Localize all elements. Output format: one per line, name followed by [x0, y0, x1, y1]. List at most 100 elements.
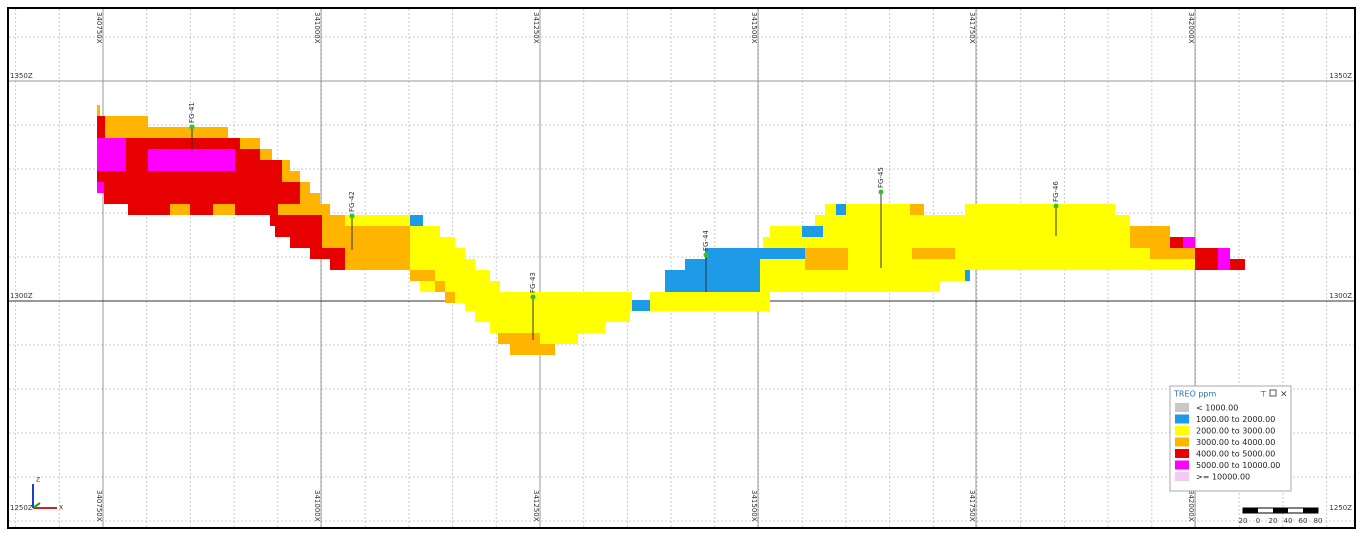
- grade-block: [965, 270, 970, 281]
- grade-block: [322, 237, 410, 248]
- grade-block: [97, 160, 126, 171]
- x-label: 342000X: [1187, 12, 1195, 44]
- legend-label: 2000.00 to 3000.00: [1196, 427, 1275, 436]
- grade-block: [270, 215, 322, 226]
- drillhole-label: FG-41: [188, 102, 196, 123]
- legend-title: TREO ppm: [1173, 390, 1216, 399]
- grade-block: [836, 204, 846, 215]
- grade-block: [278, 204, 330, 215]
- scale-label: 20: [1239, 517, 1248, 525]
- grade-block: [846, 204, 910, 215]
- grade-block: [282, 171, 300, 182]
- grade-block: [1195, 259, 1218, 270]
- z-label: 1300Z: [1329, 292, 1352, 300]
- grade-block: [435, 281, 445, 292]
- grade-block: [1230, 259, 1245, 270]
- triad-x-label: X: [59, 505, 63, 512]
- grade-block: [848, 248, 912, 259]
- grade-block: [1170, 237, 1183, 248]
- grade-block: [105, 127, 228, 138]
- drillholes: FG-41 FG-42 FG-43 FG-44 FG-45 FG-46: [188, 102, 1060, 340]
- block-model: [97, 105, 1245, 355]
- grade-block: [128, 204, 170, 215]
- close-button[interactable]: ×: [1280, 390, 1288, 400]
- grade-block: [435, 270, 490, 281]
- scale-segment: [1273, 508, 1288, 513]
- grade-block: [763, 237, 1130, 248]
- grade-block: [322, 215, 345, 226]
- legend-swatch: [1175, 403, 1189, 412]
- grade-block: [1130, 226, 1170, 237]
- grade-block: [705, 248, 805, 259]
- scale-label: 80: [1314, 517, 1323, 525]
- z-label: 1250Z: [1329, 504, 1352, 512]
- legend-label: >= 10000.00: [1196, 473, 1250, 482]
- axis-triad: Z X: [32, 477, 63, 512]
- legend-label: < 1000.00: [1196, 404, 1238, 413]
- grade-block: [760, 281, 940, 292]
- z-label: 1350Z: [1329, 72, 1352, 80]
- drillhole-collar: [878, 189, 884, 195]
- grade-block: [665, 270, 760, 281]
- grade-block: [213, 204, 235, 215]
- legend-label: 1000.00 to 2000.00: [1196, 415, 1275, 424]
- grade-block: [126, 160, 148, 171]
- grade-block: [190, 204, 213, 215]
- grade-block: [300, 182, 310, 193]
- grade-block: [330, 259, 345, 270]
- grade-block: [148, 149, 235, 160]
- grade-block: [97, 116, 105, 127]
- grade-block: [345, 259, 410, 270]
- grade-block: [410, 259, 475, 270]
- grade-block: [240, 138, 260, 149]
- scale-bar: 20 0 20 40 60 80: [1239, 507, 1323, 525]
- grade-block: [235, 149, 260, 160]
- drillhole-collar: [703, 252, 709, 258]
- maximize-button[interactable]: [1269, 389, 1277, 397]
- pin-button[interactable]: ⊤: [1260, 390, 1267, 399]
- scale-segment: [1243, 508, 1258, 513]
- grade-block: [665, 281, 760, 292]
- grade-block: [848, 259, 1195, 270]
- grade-block: [760, 270, 965, 281]
- grade-block: [632, 300, 650, 311]
- grade-block: [475, 311, 630, 322]
- grade-block: [410, 248, 465, 259]
- scale-label: 60: [1299, 517, 1308, 525]
- legend-swatch: [1175, 437, 1189, 447]
- grade-block: [410, 237, 455, 248]
- grade-block: [1150, 248, 1195, 259]
- x-label: 341250X: [532, 490, 540, 522]
- grade-block: [420, 281, 435, 292]
- z-label: 1250Z: [10, 504, 33, 512]
- grade-block: [310, 248, 345, 259]
- drillhole-label: FG-42: [348, 191, 356, 212]
- drillhole-label: FG-44: [702, 230, 710, 251]
- drillhole-collar: [189, 124, 195, 130]
- grade-block: [805, 248, 848, 259]
- legend-label: 3000.00 to 4000.00: [1196, 438, 1275, 447]
- grade-block: [410, 215, 423, 226]
- grade-block: [97, 182, 104, 193]
- grade-block: [1130, 237, 1170, 248]
- grade-block: [445, 292, 455, 303]
- grade-block: [126, 138, 240, 149]
- grade-block: [410, 270, 435, 281]
- grade-block: [290, 237, 322, 248]
- drillhole-collar: [530, 294, 536, 300]
- grade-block: [815, 215, 1130, 226]
- grade-block: [805, 259, 848, 270]
- grade-block: [825, 204, 836, 215]
- grade-block: [760, 259, 805, 270]
- x-label: 341750X: [968, 490, 976, 522]
- legend-box: [1169, 385, 1292, 492]
- grade-block: [445, 281, 500, 292]
- grade-block: [965, 204, 1115, 215]
- grade-block: [345, 215, 410, 226]
- grade-block: [802, 226, 823, 237]
- grade-block: [235, 204, 278, 215]
- grade-block: [770, 226, 802, 237]
- legend-swatch: [1175, 426, 1189, 435]
- x-label: 340750X: [95, 490, 103, 522]
- grade-block: [97, 149, 126, 160]
